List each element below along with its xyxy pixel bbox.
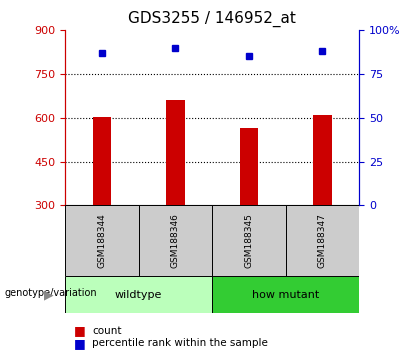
Text: count: count — [92, 326, 122, 336]
Bar — [166, 100, 184, 205]
Text: ▶: ▶ — [44, 288, 53, 301]
FancyBboxPatch shape — [212, 205, 286, 276]
Text: GSM188345: GSM188345 — [244, 213, 253, 268]
Text: GSM188347: GSM188347 — [318, 213, 327, 268]
Title: GDS3255 / 146952_at: GDS3255 / 146952_at — [128, 11, 296, 27]
FancyBboxPatch shape — [212, 276, 359, 313]
Text: wildtype: wildtype — [115, 290, 162, 300]
Text: percentile rank within the sample: percentile rank within the sample — [92, 338, 268, 348]
FancyBboxPatch shape — [286, 205, 359, 276]
Text: GSM188346: GSM188346 — [171, 213, 180, 268]
Text: genotype/variation: genotype/variation — [4, 288, 97, 298]
Bar — [93, 118, 111, 205]
Text: ■: ■ — [74, 325, 85, 337]
FancyBboxPatch shape — [65, 276, 212, 313]
Bar — [313, 115, 331, 205]
Text: how mutant: how mutant — [252, 290, 319, 300]
Bar — [240, 128, 258, 205]
FancyBboxPatch shape — [65, 205, 139, 276]
Text: ■: ■ — [74, 337, 85, 350]
Text: GSM188344: GSM188344 — [97, 213, 106, 268]
FancyBboxPatch shape — [139, 205, 212, 276]
